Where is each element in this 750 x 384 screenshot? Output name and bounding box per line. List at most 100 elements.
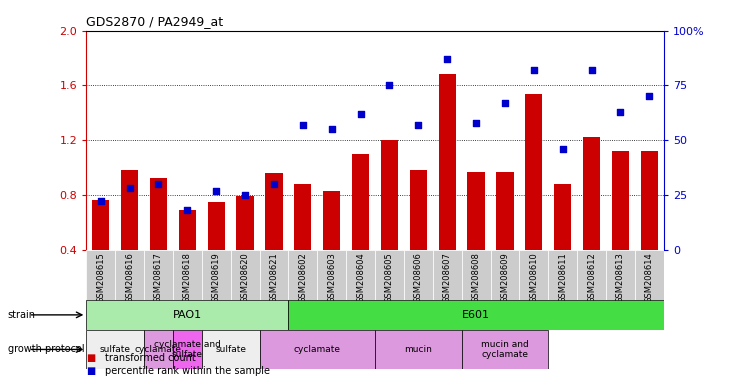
Text: percentile rank within the sample: percentile rank within the sample bbox=[105, 366, 270, 376]
Point bbox=[441, 56, 453, 62]
Text: GSM208602: GSM208602 bbox=[298, 252, 307, 303]
Bar bbox=[260, 250, 288, 300]
Text: transformed count: transformed count bbox=[105, 353, 196, 363]
Bar bbox=[86, 300, 288, 330]
Bar bbox=[208, 202, 225, 250]
Bar bbox=[346, 250, 375, 300]
Bar bbox=[439, 74, 456, 250]
Bar bbox=[375, 250, 404, 300]
Bar bbox=[490, 250, 519, 300]
Point bbox=[210, 187, 222, 194]
Bar bbox=[172, 330, 202, 369]
Text: ■: ■ bbox=[86, 353, 95, 363]
Text: cyclamate: cyclamate bbox=[135, 345, 182, 354]
Point bbox=[383, 82, 395, 88]
Bar bbox=[583, 137, 600, 250]
Point bbox=[499, 100, 511, 106]
Point bbox=[326, 126, 338, 132]
Bar bbox=[548, 250, 578, 300]
Text: mucin and
cyclamate: mucin and cyclamate bbox=[481, 340, 529, 359]
Bar bbox=[288, 250, 317, 300]
Bar bbox=[121, 170, 138, 250]
Point bbox=[470, 119, 482, 126]
Bar bbox=[323, 191, 340, 250]
Bar bbox=[496, 172, 514, 250]
Text: GSM208603: GSM208603 bbox=[327, 252, 336, 303]
Text: GSM208609: GSM208609 bbox=[500, 252, 509, 303]
Text: GSM208611: GSM208611 bbox=[558, 252, 567, 303]
Text: PAO1: PAO1 bbox=[172, 310, 202, 320]
Text: GSM208617: GSM208617 bbox=[154, 252, 163, 303]
Bar bbox=[288, 300, 664, 330]
Text: GSM208616: GSM208616 bbox=[125, 252, 134, 303]
Bar bbox=[294, 184, 311, 250]
Point bbox=[355, 111, 367, 117]
Point bbox=[644, 93, 656, 99]
Point bbox=[239, 192, 251, 198]
Bar bbox=[606, 250, 634, 300]
Text: GSM208604: GSM208604 bbox=[356, 252, 365, 303]
Bar bbox=[231, 250, 260, 300]
Text: E601: E601 bbox=[462, 310, 490, 320]
Text: GDS2870 / PA2949_at: GDS2870 / PA2949_at bbox=[86, 15, 224, 28]
Text: growth protocol: growth protocol bbox=[8, 344, 84, 354]
Text: GSM208610: GSM208610 bbox=[530, 252, 538, 303]
Point bbox=[556, 146, 568, 152]
Point bbox=[297, 122, 309, 128]
Text: strain: strain bbox=[8, 310, 35, 320]
Bar bbox=[554, 184, 572, 250]
Text: mucin: mucin bbox=[404, 345, 432, 354]
Text: GSM208614: GSM208614 bbox=[645, 252, 654, 303]
Bar bbox=[461, 250, 490, 300]
Point bbox=[152, 181, 164, 187]
Point bbox=[586, 67, 598, 73]
Bar bbox=[202, 330, 260, 369]
Bar bbox=[116, 250, 144, 300]
Point bbox=[94, 199, 106, 205]
Bar bbox=[519, 250, 548, 300]
Bar bbox=[525, 94, 542, 250]
Bar bbox=[150, 179, 167, 250]
Text: GSM208620: GSM208620 bbox=[241, 252, 250, 303]
Bar bbox=[178, 210, 196, 250]
Point bbox=[528, 67, 540, 73]
Bar bbox=[144, 330, 172, 369]
Bar bbox=[640, 151, 658, 250]
Bar bbox=[352, 154, 369, 250]
Point bbox=[182, 207, 194, 213]
Text: GSM208605: GSM208605 bbox=[385, 252, 394, 303]
Text: cyclamate: cyclamate bbox=[294, 345, 340, 354]
Bar bbox=[375, 330, 461, 369]
Bar bbox=[433, 250, 461, 300]
Point bbox=[614, 109, 626, 115]
Text: GSM208612: GSM208612 bbox=[587, 252, 596, 303]
Bar bbox=[634, 250, 664, 300]
Bar bbox=[172, 250, 202, 300]
Bar bbox=[612, 151, 629, 250]
Bar bbox=[86, 330, 144, 369]
Bar bbox=[578, 250, 606, 300]
Bar bbox=[202, 250, 231, 300]
Point bbox=[413, 122, 424, 128]
Bar bbox=[410, 170, 427, 250]
Point bbox=[268, 181, 280, 187]
Text: GSM208615: GSM208615 bbox=[96, 252, 105, 303]
Text: sulfate: sulfate bbox=[100, 345, 130, 354]
Bar bbox=[317, 250, 346, 300]
Text: ■: ■ bbox=[86, 366, 95, 376]
Bar bbox=[467, 172, 484, 250]
Text: GSM208619: GSM208619 bbox=[211, 252, 220, 303]
Bar bbox=[461, 330, 548, 369]
Bar bbox=[86, 250, 116, 300]
Text: GSM208607: GSM208607 bbox=[442, 252, 452, 303]
Bar bbox=[381, 140, 398, 250]
Text: GSM208621: GSM208621 bbox=[269, 252, 278, 303]
Point bbox=[124, 185, 136, 191]
Bar bbox=[260, 330, 375, 369]
Text: cyclamate and
sulfate: cyclamate and sulfate bbox=[154, 340, 220, 359]
Text: GSM208608: GSM208608 bbox=[472, 252, 481, 303]
Bar bbox=[144, 250, 172, 300]
Bar bbox=[266, 173, 283, 250]
Bar bbox=[92, 200, 110, 250]
Text: GSM208606: GSM208606 bbox=[414, 252, 423, 303]
